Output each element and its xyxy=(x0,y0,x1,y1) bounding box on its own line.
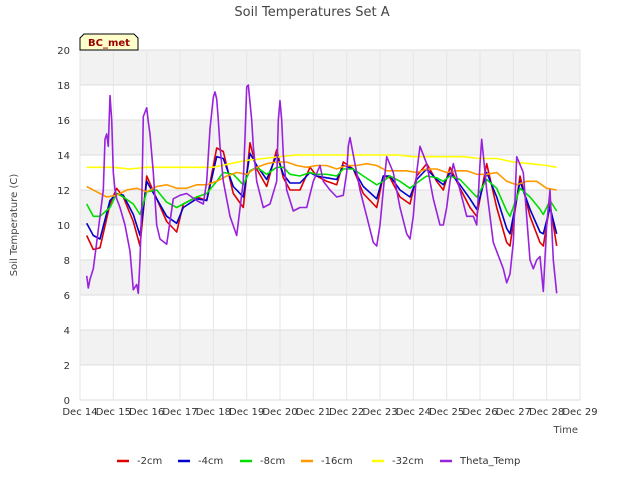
y-tick-label: 8 xyxy=(64,256,70,267)
site-label-badge: BC_met xyxy=(79,33,139,51)
legend-label: -16cm xyxy=(321,456,353,467)
y-tick-label: 16 xyxy=(57,116,70,127)
x-tick-label: Dec 22 xyxy=(329,407,364,418)
legend-item: -4cm xyxy=(178,456,223,467)
chart-title: Soil Temperatures Set A xyxy=(234,5,389,20)
y-tick-label: 20 xyxy=(57,46,70,57)
series-line-32cm xyxy=(86,154,557,170)
x-tick-label: Dec 19 xyxy=(229,407,264,418)
y-tick-label: 12 xyxy=(57,186,70,197)
x-tick-label: Dec 26 xyxy=(462,407,497,418)
site-label: BC_met xyxy=(88,38,130,49)
y-tick-label: 18 xyxy=(57,81,70,92)
x-tick-label: Dec 20 xyxy=(262,407,297,418)
y-axis: 0 2 4 6 8 10 12 14 16 18 20 xyxy=(57,46,70,407)
y-tick-label: 4 xyxy=(64,326,70,337)
legend-label: -4cm xyxy=(198,456,223,467)
legend-item: -2cm xyxy=(117,456,162,467)
legend: -2cm -4cm -8cm -16cm -32cm Theta_Temp xyxy=(117,456,520,467)
legend-item: Theta_Temp xyxy=(440,456,520,467)
legend-item: -16cm xyxy=(301,456,353,467)
legend-label: Theta_Temp xyxy=(459,456,520,467)
y-tick-label: 0 xyxy=(64,396,70,407)
y-tick-label: 6 xyxy=(64,291,70,302)
x-tick-label: Dec 27 xyxy=(496,407,531,418)
y-tick-label: 14 xyxy=(57,151,70,162)
legend-label: -2cm xyxy=(137,456,162,467)
x-tick-label: Dec 16 xyxy=(129,407,164,418)
legend-item: -8cm xyxy=(240,456,285,467)
series-line-thetatemp xyxy=(85,84,558,295)
x-tick-label: Dec 21 xyxy=(296,407,331,418)
y-axis-label: Soil Temperature (C) xyxy=(9,174,20,277)
legend-label: -32cm xyxy=(392,456,424,467)
x-tick-label: Dec 23 xyxy=(362,407,397,418)
x-axis-label: Time xyxy=(553,425,578,436)
x-tick-label: Dec 17 xyxy=(162,407,197,418)
series-line-16cm xyxy=(86,161,557,198)
y-tick-label: 2 xyxy=(64,361,70,372)
x-tick-label: Dec 29 xyxy=(562,407,597,418)
x-tick-label: Dec 18 xyxy=(196,407,231,418)
x-tick-label: Dec 24 xyxy=(396,407,431,418)
data-series xyxy=(85,84,558,295)
legend-label: -8cm xyxy=(260,456,285,467)
x-tick-label: Dec 25 xyxy=(429,407,464,418)
x-tick-label: Dec 15 xyxy=(96,407,131,418)
x-tick-label: Dec 14 xyxy=(62,407,97,418)
x-tick-label: Dec 28 xyxy=(529,407,564,418)
y-tick-label: 10 xyxy=(57,221,70,232)
legend-item: -32cm xyxy=(372,456,424,467)
